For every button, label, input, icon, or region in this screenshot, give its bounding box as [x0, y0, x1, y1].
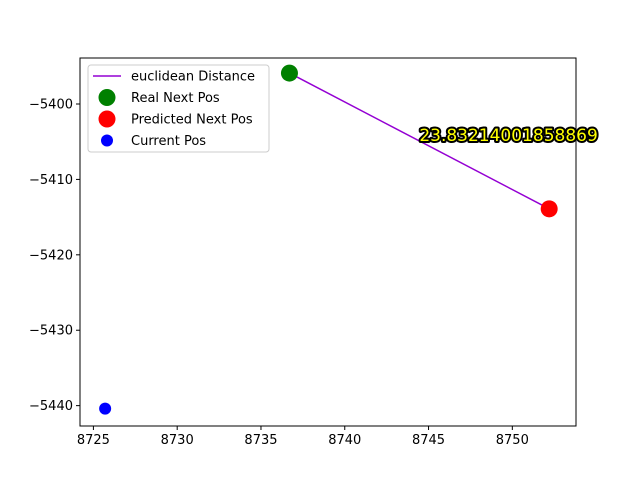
y-tick-label: −5420 [29, 248, 73, 263]
x-tick-label: 8745 [412, 433, 445, 448]
legend-marker-swatch [98, 89, 116, 106]
x-tick-label: 8750 [496, 433, 529, 448]
legend-label: euclidean Distance [131, 70, 255, 85]
series-line [289, 72, 550, 210]
legend-label: Current Pos [131, 134, 206, 149]
x-tick-label: 8725 [77, 433, 110, 448]
y-tick-label: −5410 [29, 173, 73, 188]
legend: euclidean Distance Real Next Pos Predicted… [87, 64, 270, 153]
y-tick-label: −5400 [29, 98, 73, 113]
ticks-layer: 8725 8730 8735 8740 8745 8750 −5400 −5410 −5420 −… [29, 98, 529, 449]
annotation-layer: 23.83214001858869 [417, 124, 599, 148]
data-point [280, 64, 298, 82]
data-point [99, 402, 112, 415]
marks-layer [99, 64, 558, 415]
legend-label: Real Next Pos [131, 91, 220, 106]
axes-frame [79, 57, 577, 427]
legend-marker-swatch [101, 134, 113, 147]
y-tick-label: −5440 [29, 399, 73, 414]
y-tick-label: −5430 [29, 324, 73, 339]
x-tick-label: 8735 [244, 433, 277, 448]
x-tick-label: 8730 [161, 433, 194, 448]
data-point [540, 200, 558, 218]
x-tick-label: 8740 [328, 433, 361, 448]
legend-label: Predicted Next Pos [131, 113, 253, 128]
annotation-label: 23.83214001858869 [419, 126, 597, 146]
legend-box [87, 64, 270, 153]
legend-marker-swatch [98, 110, 116, 128]
